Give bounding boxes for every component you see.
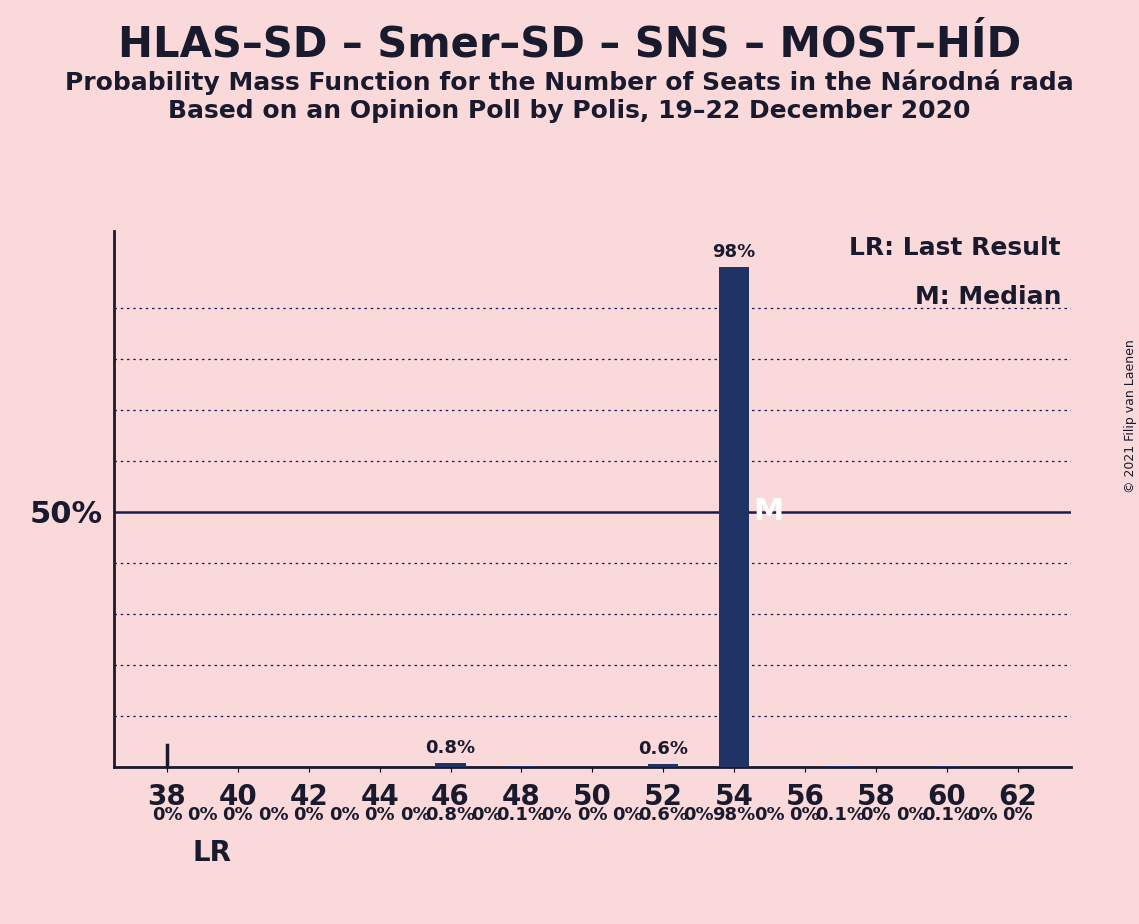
Text: 0%: 0% bbox=[613, 806, 644, 824]
Text: 0%: 0% bbox=[754, 806, 785, 824]
Text: 0.8%: 0.8% bbox=[426, 738, 476, 757]
Text: 0.1%: 0.1% bbox=[816, 806, 866, 824]
Text: 0.1%: 0.1% bbox=[497, 806, 547, 824]
Text: 0%: 0% bbox=[400, 806, 431, 824]
Text: LR: LR bbox=[192, 839, 231, 867]
Text: Based on an Opinion Poll by Polis, 19–22 December 2020: Based on an Opinion Poll by Polis, 19–22… bbox=[169, 99, 970, 123]
Text: 0.1%: 0.1% bbox=[921, 806, 972, 824]
Text: 0%: 0% bbox=[967, 806, 998, 824]
Bar bbox=[435, 763, 466, 767]
Text: 0%: 0% bbox=[683, 806, 714, 824]
Text: 98%: 98% bbox=[712, 243, 755, 261]
Text: 0%: 0% bbox=[1002, 806, 1033, 824]
Text: 0%: 0% bbox=[187, 806, 218, 824]
Text: HLAS–SD – Smer–SD – SNS – MOST–HÍD: HLAS–SD – Smer–SD – SNS – MOST–HÍD bbox=[118, 23, 1021, 65]
Text: 0%: 0% bbox=[364, 806, 395, 824]
Text: LR: Last Result: LR: Last Result bbox=[850, 237, 1062, 261]
Text: 0%: 0% bbox=[222, 806, 253, 824]
Text: M: M bbox=[754, 497, 784, 527]
Text: 0%: 0% bbox=[577, 806, 607, 824]
Text: 0%: 0% bbox=[541, 806, 572, 824]
Text: 0%: 0% bbox=[294, 806, 325, 824]
Text: 0.8%: 0.8% bbox=[426, 806, 476, 824]
Text: 0%: 0% bbox=[896, 806, 926, 824]
Text: © 2021 Filip van Laenen: © 2021 Filip van Laenen bbox=[1124, 339, 1137, 492]
Text: M: Median: M: Median bbox=[915, 285, 1062, 309]
Text: 0%: 0% bbox=[860, 806, 891, 824]
Text: 0.6%: 0.6% bbox=[638, 806, 688, 824]
Text: 0%: 0% bbox=[789, 806, 820, 824]
Bar bbox=[719, 267, 749, 767]
Text: 0%: 0% bbox=[151, 806, 182, 824]
Text: 0%: 0% bbox=[259, 806, 288, 824]
Text: 98%: 98% bbox=[712, 806, 755, 824]
Text: 0%: 0% bbox=[329, 806, 360, 824]
Text: Probability Mass Function for the Number of Seats in the Národná rada: Probability Mass Function for the Number… bbox=[65, 69, 1074, 95]
Text: 0%: 0% bbox=[470, 806, 501, 824]
Bar bbox=[648, 764, 678, 767]
Text: 0.6%: 0.6% bbox=[638, 740, 688, 758]
